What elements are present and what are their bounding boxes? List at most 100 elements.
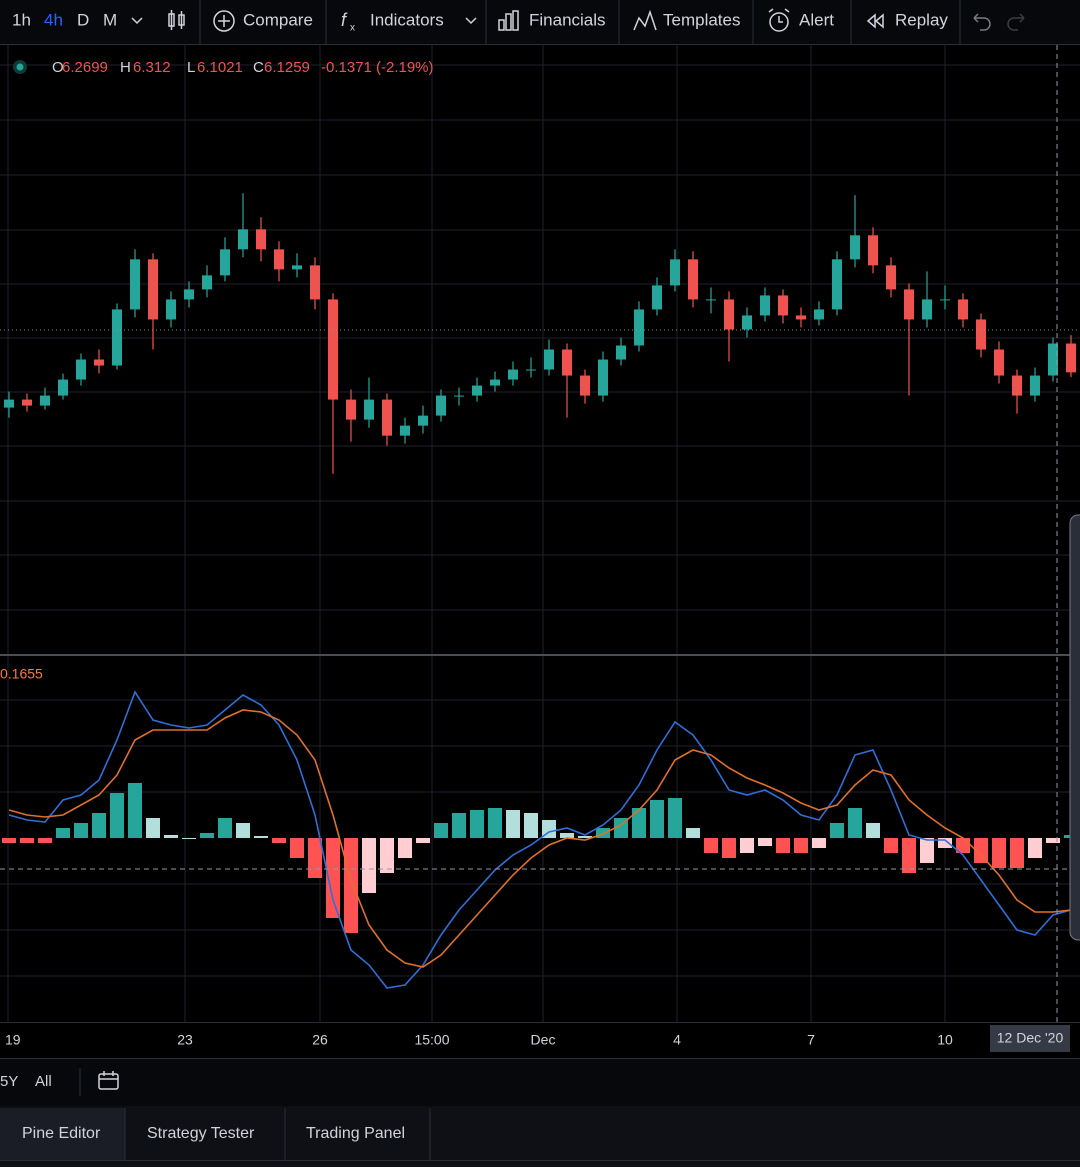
candle-body <box>544 349 554 370</box>
interval[interactable]: M <box>103 10 117 29</box>
legend-value: 6.2699 <box>62 59 108 76</box>
candle-body <box>868 235 878 266</box>
toolbar-button[interactable]: Financials <box>529 10 606 29</box>
tab-bar <box>0 1106 1080 1167</box>
chevron[interactable] <box>131 17 143 25</box>
candle-body <box>796 315 806 320</box>
candle-body <box>958 299 968 320</box>
legend-letter: L <box>187 59 195 76</box>
fx-icon[interactable]: f <box>341 10 348 30</box>
histogram-bar <box>794 838 808 853</box>
candle-body <box>22 399 32 406</box>
histogram-bar <box>344 838 358 933</box>
candle-body <box>1066 343 1076 373</box>
toolbar-button[interactable]: Templates <box>663 10 740 29</box>
legend-change-pct: (-2.19%) <box>376 59 434 76</box>
candle-body <box>310 265 320 300</box>
histogram-bar <box>974 838 988 863</box>
candle-body <box>904 289 914 320</box>
candle-body <box>760 295 770 316</box>
tab[interactable]: Trading Panel <box>306 1125 405 1142</box>
candle-body <box>166 299 176 320</box>
candle-body <box>742 315 752 330</box>
status-dot <box>16 63 24 71</box>
fx-icon[interactable]: x <box>350 23 355 34</box>
scroll-handle[interactable] <box>1069 514 1080 941</box>
tab[interactable]: Pine Editor <box>22 1125 101 1142</box>
histogram-bar <box>362 838 376 893</box>
histogram-bar <box>200 833 214 838</box>
toolbar-button[interactable]: Compare <box>243 10 313 29</box>
range-button[interactable]: 5Y <box>0 1073 18 1090</box>
crosshair-label-box <box>990 1025 1070 1052</box>
crosshair-label: 12 Dec '20 <box>997 1030 1064 1046</box>
histogram-bar <box>452 813 466 838</box>
histogram-bar <box>1046 838 1060 843</box>
macd-line <box>8 709 1072 968</box>
interval[interactable]: D <box>77 10 89 29</box>
candle-body <box>616 345 626 360</box>
candle-body <box>94 359 104 366</box>
histogram-bar <box>866 823 880 838</box>
candle-body <box>598 359 608 396</box>
histogram-bar <box>92 813 106 838</box>
histogram-bar <box>686 828 700 838</box>
histogram-bar <box>1010 838 1024 868</box>
histogram-bar <box>884 838 898 853</box>
alert-icon[interactable] <box>768 8 790 32</box>
compare-icon[interactable] <box>213 10 235 32</box>
macd-line <box>8 690 1072 989</box>
histogram-bar <box>254 836 268 838</box>
histogram-bar <box>542 820 556 838</box>
histogram-bar <box>38 838 52 843</box>
toolbar <box>0 0 1080 44</box>
candle-body <box>130 259 140 310</box>
candle-body <box>976 319 986 350</box>
candle-body <box>1012 375 1022 396</box>
redo-icon[interactable] <box>1007 13 1025 31</box>
candle-body <box>148 259 158 320</box>
toolbar-button[interactable]: Indicators <box>370 10 444 29</box>
candle-body <box>4 399 14 408</box>
histogram-bar <box>740 838 754 853</box>
histogram-bar <box>74 823 88 838</box>
tab[interactable]: Strategy Tester <box>147 1125 255 1142</box>
candle-body <box>202 275 212 290</box>
candle-body <box>562 349 572 376</box>
candle-body <box>76 359 86 380</box>
replay-icon[interactable] <box>866 13 884 29</box>
candle-body <box>778 295 788 316</box>
toolbar-button[interactable]: Replay <box>895 10 948 29</box>
candle-body <box>454 395 464 397</box>
candle-body <box>706 299 716 301</box>
candle-body <box>40 395 50 406</box>
histogram-bar <box>1028 838 1042 858</box>
grid <box>0 45 1080 1022</box>
interval[interactable]: 1h <box>12 10 31 29</box>
range-button[interactable]: All <box>35 1073 52 1090</box>
candle-body <box>292 265 302 270</box>
candle-body <box>328 299 338 400</box>
histogram-bar <box>776 838 790 853</box>
date-range-icon[interactable] <box>98 1071 119 1090</box>
histogram-bar <box>830 823 844 838</box>
histogram-bar <box>416 838 430 843</box>
histogram-bar <box>758 838 772 846</box>
interval-active[interactable]: 4h <box>44 10 63 29</box>
chart-type-icon[interactable] <box>168 10 185 30</box>
x-tick-label: 15:00 <box>414 1032 449 1048</box>
undo-icon[interactable] <box>973 13 991 31</box>
toolbar-button[interactable]: Alert <box>799 10 834 29</box>
chevron[interactable] <box>465 17 477 25</box>
plot <box>2 193 1078 989</box>
templates-icon[interactable] <box>633 9 657 31</box>
legend-value: 6.312 <box>133 59 171 76</box>
candle-body <box>832 259 842 310</box>
x-tick-label: 7 <box>807 1032 815 1048</box>
financials-icon[interactable] <box>498 10 519 31</box>
histogram-bar <box>578 836 592 838</box>
candle-body <box>400 425 410 436</box>
histogram-bar <box>632 808 646 838</box>
candle-body <box>436 395 446 416</box>
